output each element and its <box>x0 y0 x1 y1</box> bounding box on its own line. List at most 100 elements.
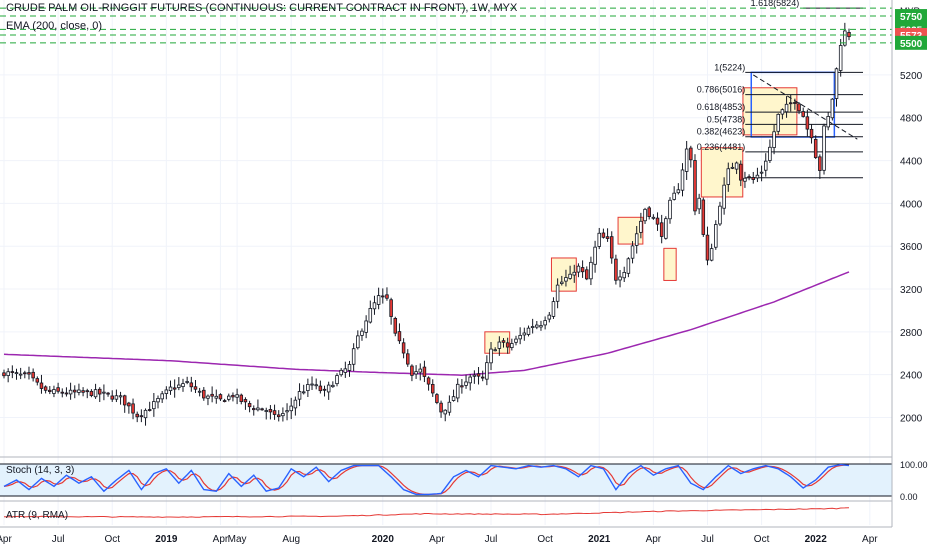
candle <box>64 387 69 397</box>
fibonacci-retracement: 1.618(5824) 1(5224) 0.786(5016) 0.618(4853)… <box>697 0 863 179</box>
candle <box>6 368 10 383</box>
candle <box>181 378 185 392</box>
candle <box>131 398 135 420</box>
candle <box>97 387 102 402</box>
candle-body <box>376 295 381 305</box>
candle-body <box>81 390 85 393</box>
candle-body <box>568 273 572 279</box>
candle <box>643 207 647 224</box>
candle-body <box>784 103 789 113</box>
candle-body <box>406 353 410 365</box>
candle <box>326 381 331 400</box>
candle-body <box>322 388 327 391</box>
candle <box>143 408 148 426</box>
candle-body <box>422 366 427 377</box>
candle <box>93 383 98 399</box>
candle-body <box>114 395 119 400</box>
candle-body <box>172 387 177 390</box>
candle <box>435 393 439 405</box>
candle-body <box>618 276 622 281</box>
time-axis[interactable]: AprJulOct2019AprMayAug2020AprJulOct2021A… <box>0 526 892 545</box>
candle-body <box>759 171 764 174</box>
candle <box>676 183 681 195</box>
candle <box>156 395 160 409</box>
candle-body <box>630 245 635 259</box>
candle <box>526 325 531 337</box>
candle <box>618 270 622 288</box>
candle <box>776 113 780 135</box>
candle-body <box>801 111 805 117</box>
candle <box>797 102 801 115</box>
candle <box>568 265 572 280</box>
candle-body <box>634 233 639 246</box>
stoch-legend[interactable]: Stoch (14, 3, 3) <box>6 465 75 476</box>
candle-body <box>755 174 760 179</box>
candle <box>589 256 593 286</box>
candle <box>218 393 223 401</box>
stoch-k-line <box>3 463 850 496</box>
dashed-levels <box>0 7 892 44</box>
candle-body <box>655 217 660 225</box>
candle <box>252 405 256 416</box>
candle <box>468 374 472 391</box>
candle <box>139 409 144 423</box>
ema-legend[interactable]: EMA (200, close, 0) <box>6 20 102 32</box>
candle-body <box>701 199 706 235</box>
candle-body <box>401 342 406 354</box>
time-tick-label: Oct <box>104 534 120 545</box>
candle <box>368 300 373 324</box>
candle-body <box>714 224 718 248</box>
highlight-box <box>617 216 644 245</box>
price-tick-label: 3200 <box>900 285 923 296</box>
candle-body <box>739 163 743 181</box>
candle <box>751 171 756 184</box>
candle <box>701 197 706 237</box>
candle <box>834 67 839 107</box>
candle-body <box>23 372 27 375</box>
price-tick-label: 4000 <box>900 199 923 210</box>
candle <box>460 378 464 394</box>
price-axis[interactable]: 200024002800320036004000440048005200MYR5… <box>891 0 928 527</box>
time-tick-label: Jul <box>701 534 714 545</box>
candle-body <box>426 377 431 385</box>
candle-body <box>447 401 452 413</box>
candle <box>547 312 552 323</box>
candle <box>31 368 35 382</box>
candle <box>202 387 206 401</box>
candle <box>214 389 219 404</box>
candle <box>260 407 264 411</box>
candle <box>43 385 48 394</box>
candle <box>10 365 15 379</box>
candle-body <box>830 98 835 119</box>
atr-pane <box>3 507 850 518</box>
candle <box>497 336 502 356</box>
candle-body <box>326 384 331 393</box>
candle <box>351 343 356 372</box>
candle <box>364 315 368 339</box>
candle-body <box>476 373 481 377</box>
time-tick-label: Oct <box>537 534 553 545</box>
candle <box>414 365 418 379</box>
atr-legend[interactable]: ATR (9, RMA) <box>6 510 69 521</box>
time-tick-label: 2020 <box>372 534 395 545</box>
candle-body <box>64 392 69 395</box>
candle-body <box>272 410 277 415</box>
candle-body <box>605 236 610 239</box>
candle <box>809 124 814 144</box>
candle-body <box>551 301 556 317</box>
candle-body <box>788 102 793 105</box>
candle-body <box>314 384 318 387</box>
candle-body <box>805 116 810 130</box>
candle <box>289 397 293 420</box>
candle-body <box>222 400 227 402</box>
candle <box>322 385 327 397</box>
candle-body <box>301 391 306 394</box>
candle-body <box>555 284 560 302</box>
candle-body <box>530 326 535 328</box>
candle-body <box>689 147 693 161</box>
trendline <box>752 74 858 140</box>
candle <box>664 216 668 240</box>
candle-body <box>193 386 198 390</box>
candle-body <box>389 299 393 317</box>
